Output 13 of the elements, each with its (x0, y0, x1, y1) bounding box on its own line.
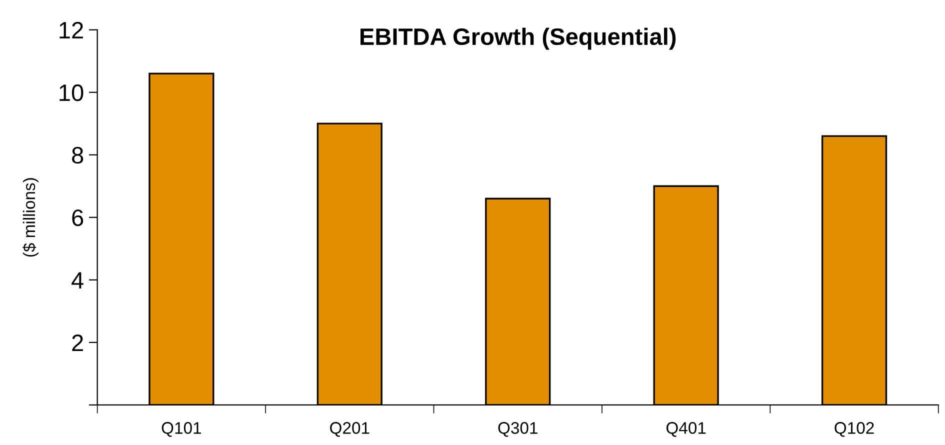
y-tick-label: 10 (60, 84, 84, 102)
y-tick-label: 6 (72, 209, 84, 226)
y-tick-label: 8 (72, 146, 84, 164)
y-axis-title: ($ millions) (22, 178, 38, 257)
x-tick-label: Q201 (330, 422, 370, 437)
chart-title: EBITDA Growth (Sequential) (360, 28, 676, 50)
x-tick-label: Q301 (498, 422, 538, 437)
y-tick-label: 4 (72, 272, 84, 288)
y-tick-label: 12 (60, 22, 83, 38)
x-tick-label: Q102 (834, 422, 874, 437)
x-tick-label: Q101 (162, 422, 202, 437)
x-tick-label: Q401 (666, 422, 706, 437)
y-tick-label: 2 (72, 334, 83, 351)
